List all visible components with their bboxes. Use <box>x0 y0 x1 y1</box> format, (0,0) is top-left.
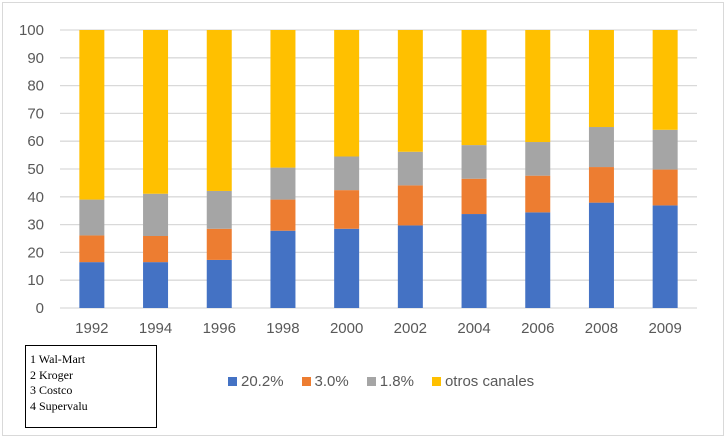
legend-item: 3.0% <box>301 373 349 390</box>
note-line: 4 Supervalu <box>30 398 88 413</box>
bar-segment-2002-series-1 <box>397 185 423 226</box>
y-tick-label: 60 <box>27 133 44 150</box>
x-tick-label: 2002 <box>394 320 427 337</box>
bar-segment-1992-series-3 <box>79 30 105 200</box>
bar-segment-2008-series-1 <box>588 167 614 203</box>
bar-segment-1998-series-0 <box>270 230 296 308</box>
legend-label: 1.8% <box>379 373 414 390</box>
bar-segment-1994-series-1 <box>143 235 169 263</box>
y-tick-label: 80 <box>27 78 44 95</box>
bar-segment-2004-series-2 <box>461 145 487 179</box>
bar-segment-1996-series-3 <box>206 30 232 191</box>
bar-segment-1996-series-0 <box>206 259 232 308</box>
y-tick-label: 70 <box>27 105 44 122</box>
bar-segment-2002-series-0 <box>397 225 423 308</box>
x-tick-label: 2008 <box>585 320 618 337</box>
bar-segment-1994-series-0 <box>143 262 169 308</box>
bar-segment-2006-series-2 <box>525 142 551 176</box>
bar-segment-1994-series-3 <box>143 30 169 194</box>
bar-segment-2008-series-2 <box>588 127 614 168</box>
bar-segment-2008-series-3 <box>588 30 614 128</box>
retailer-note-box: 1 Wal-Mart 2 Kroger 3 Costco 4 Supervalu <box>25 345 157 428</box>
y-tick-label: 40 <box>27 189 44 206</box>
bar-segment-1992-series-2 <box>79 199 105 236</box>
y-tick-label: 20 <box>27 244 44 261</box>
note-line: 2 Kroger <box>30 367 73 382</box>
y-tick-label: 10 <box>27 272 44 289</box>
bar-segment-2009-series-3 <box>652 30 678 130</box>
x-tick-label: 2004 <box>457 320 490 337</box>
y-tick-label: 30 <box>27 217 44 234</box>
bar-segment-2004-series-0 <box>461 214 487 308</box>
y-tick-label: 100 <box>19 22 44 39</box>
legend-item: 20.2% <box>228 373 284 390</box>
y-tick-label: 0 <box>36 300 44 317</box>
x-tick-label: 1994 <box>139 320 172 337</box>
bar-segment-1994-series-2 <box>143 193 169 236</box>
bar-segment-2009-series-1 <box>652 169 678 206</box>
bar-segment-1992-series-0 <box>79 262 105 308</box>
bar-segment-1998-series-2 <box>270 167 296 200</box>
legend-swatch <box>366 377 376 386</box>
legend-item: otros canales <box>431 373 535 390</box>
bar-segment-2009-series-0 <box>652 205 678 308</box>
legend-swatch <box>228 377 237 386</box>
x-tick-label: 2006 <box>521 320 554 337</box>
bar-segment-2006-series-3 <box>525 30 551 143</box>
note-line: 3 Costco <box>30 383 73 397</box>
y-tick-label: 90 <box>27 50 44 67</box>
legend-label: 20.2% <box>241 373 284 390</box>
x-tick-label: 2009 <box>648 320 681 337</box>
bar-segment-1998-series-3 <box>270 30 296 168</box>
bar-segment-2002-series-3 <box>397 30 423 152</box>
x-tick-label: 1998 <box>266 320 299 337</box>
bar-segment-1998-series-1 <box>270 199 296 231</box>
bar-segment-2000-series-1 <box>334 190 360 229</box>
bar-segment-2000-series-3 <box>334 30 360 157</box>
bar-segment-2004-series-1 <box>461 178 487 215</box>
y-tick-label: 50 <box>27 161 44 178</box>
x-tick-label: 1996 <box>203 320 236 337</box>
bar-segment-2000-series-2 <box>334 156 360 191</box>
legend: 20.2% 3.0% 1.8% otros canales <box>228 373 534 390</box>
x-tick-label: 1992 <box>75 320 108 337</box>
note-line: 1 Wal-Mart <box>30 352 86 366</box>
x-tick-label: 2000 <box>330 320 363 337</box>
legend-label: otros canales <box>444 373 535 390</box>
legend-swatch <box>301 377 311 386</box>
bar-segment-1992-series-1 <box>79 235 105 263</box>
bar-segment-2009-series-2 <box>652 129 678 170</box>
bar-segment-2006-series-0 <box>525 212 551 308</box>
chart-frame <box>2 2 724 436</box>
bar-segment-1996-series-1 <box>206 228 232 260</box>
bar-segment-2002-series-2 <box>397 151 423 186</box>
bar-segment-2006-series-1 <box>525 175 551 213</box>
legend-label: 3.0% <box>314 373 349 390</box>
bar-segment-2004-series-3 <box>461 30 487 146</box>
bar-segment-1996-series-2 <box>206 190 232 229</box>
legend-item: 1.8% <box>366 373 414 390</box>
legend-swatch <box>431 377 441 386</box>
bar-segment-2008-series-0 <box>588 202 614 308</box>
bar-segment-2000-series-0 <box>334 228 360 308</box>
